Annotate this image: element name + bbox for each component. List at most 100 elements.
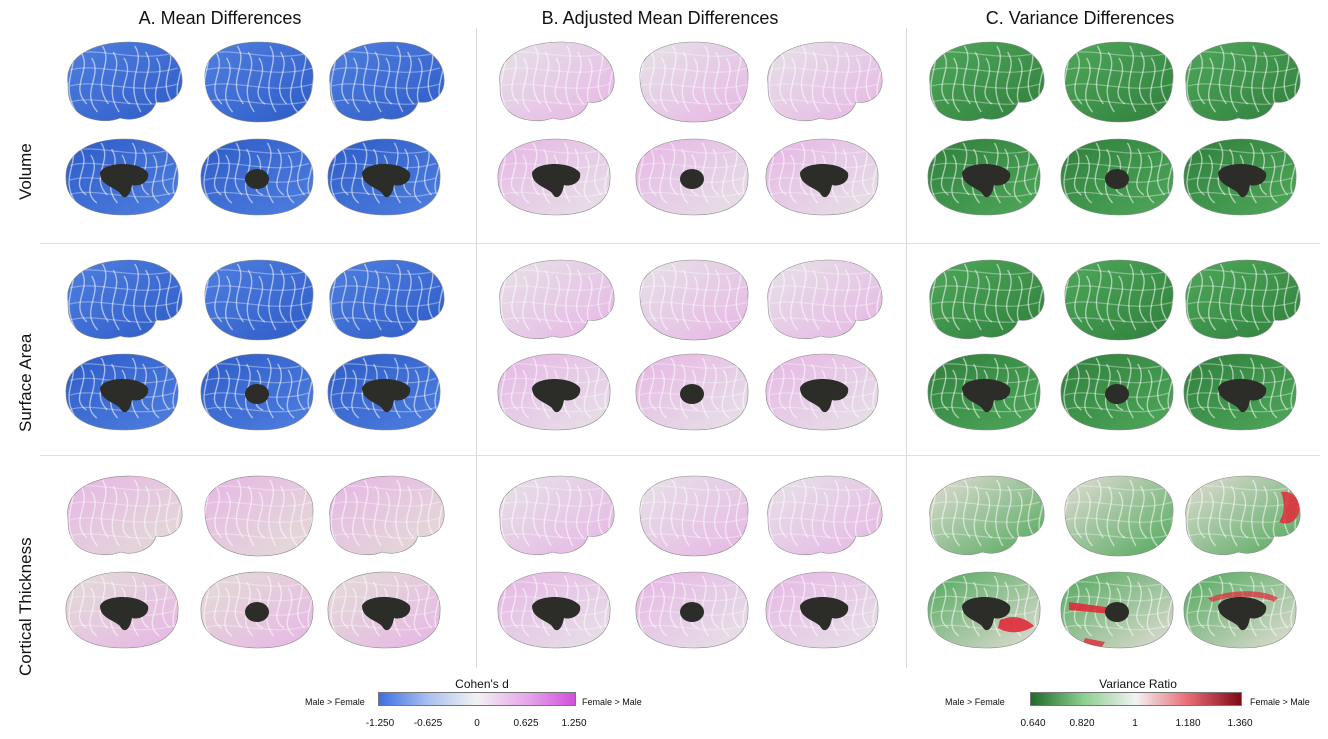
brain-lateral-view — [639, 475, 749, 557]
legend-tick: 0 — [474, 718, 480, 729]
brain-lateral-view — [929, 259, 1045, 339]
brain-medial-view — [200, 138, 314, 216]
brain-medial-view — [65, 353, 179, 431]
legend-title: Cohen's d — [455, 677, 509, 691]
brain-lateral-view — [1064, 41, 1174, 123]
row-label-cortical-thickness: Cortical Thickness — [16, 537, 35, 676]
brain-lateral-view — [1064, 259, 1174, 341]
column-divider — [906, 28, 907, 668]
midline-cut — [962, 597, 1011, 631]
cortex-surface — [639, 475, 749, 557]
midline-cut — [1218, 597, 1267, 631]
brain-medial-view — [327, 571, 441, 649]
row-divider — [40, 455, 1320, 456]
brain-medial-view — [1183, 138, 1297, 216]
cortex-surface — [204, 41, 314, 123]
midline-cut — [245, 602, 269, 622]
midline-cut — [532, 379, 581, 413]
brain-medial-view — [1183, 353, 1297, 431]
brain-lateral-view — [204, 475, 314, 557]
legend-tick: 1.180 — [1175, 718, 1201, 729]
brain-medial-view — [497, 353, 611, 431]
brain-lateral-view — [499, 259, 615, 339]
brain-medial-view — [635, 138, 749, 216]
midline-cut — [362, 379, 411, 413]
brain-lateral-view — [67, 259, 183, 339]
legend-tick: 1 — [1132, 718, 1138, 729]
midline-cut — [1218, 164, 1267, 198]
brain-medial-view — [65, 571, 179, 649]
brain-medial-view — [765, 353, 879, 431]
brain-lateral-view — [767, 259, 883, 339]
midline-cut — [245, 169, 269, 189]
brain-medial-view — [1060, 571, 1174, 649]
legend-tick: 1.250 — [561, 718, 587, 729]
cortex-surface — [1064, 41, 1174, 123]
midline-cut — [800, 379, 849, 413]
brain-lateral-view — [1185, 475, 1301, 555]
brain-lateral-view — [329, 259, 445, 339]
brain-lateral-view — [929, 41, 1045, 121]
brain-medial-view — [927, 571, 1041, 649]
column-divider — [476, 28, 477, 668]
brain-medial-view — [927, 353, 1041, 431]
column-title-variance-differences: C. Variance Differences — [985, 8, 1175, 28]
cortex-surface — [204, 259, 314, 341]
legend-tick: -1.250 — [365, 718, 395, 729]
brain-medial-view — [327, 353, 441, 431]
legend-tick: 0.625 — [513, 718, 539, 729]
brain-lateral-view — [329, 41, 445, 121]
legend-tick: 0.640 — [1020, 718, 1046, 729]
brain-medial-view — [927, 138, 1041, 216]
brain-medial-view — [635, 571, 749, 649]
legend-tick: 1.360 — [1227, 718, 1253, 729]
midline-cut — [680, 169, 704, 189]
midline-cut — [362, 164, 411, 198]
brain-lateral-view — [499, 475, 615, 555]
midline-cut — [100, 379, 149, 413]
brain-lateral-view — [639, 41, 749, 123]
brain-lateral-view — [1185, 41, 1301, 121]
brain-medial-view — [200, 571, 314, 649]
brain-lateral-view — [204, 41, 314, 123]
cortex-surface — [1064, 475, 1174, 557]
brain-lateral-view — [67, 475, 183, 555]
legend-title: Variance Ratio — [1099, 677, 1177, 691]
brain-lateral-view — [1185, 259, 1301, 339]
midline-cut — [1105, 169, 1129, 189]
brain-medial-view — [765, 138, 879, 216]
brain-lateral-view — [204, 259, 314, 341]
midline-cut — [100, 164, 149, 198]
brain-lateral-view — [639, 259, 749, 341]
midline-cut — [680, 384, 704, 404]
brain-medial-view — [497, 138, 611, 216]
brain-lateral-view — [1064, 475, 1174, 557]
cortex-surface — [639, 41, 749, 123]
midline-cut — [800, 164, 849, 198]
brain-medial-view — [635, 353, 749, 431]
cohens-d-colorbar — [378, 692, 576, 706]
legend-right-label: Female > Male — [1250, 697, 1310, 707]
midline-cut — [680, 602, 704, 622]
variance-ratio-colorbar — [1030, 692, 1242, 706]
brain-medial-view — [65, 138, 179, 216]
legend-tick: 0.820 — [1069, 718, 1095, 729]
legend-left-label: Male > Female — [945, 697, 1005, 707]
variance-highlight — [1279, 491, 1300, 524]
brain-medial-view — [765, 571, 879, 649]
brain-medial-view — [1060, 353, 1174, 431]
brain-lateral-view — [499, 41, 615, 121]
midline-cut — [532, 164, 581, 198]
midline-cut — [1105, 384, 1129, 404]
midline-cut — [362, 597, 411, 631]
midline-cut — [962, 379, 1011, 413]
brain-medial-view — [1183, 571, 1297, 649]
midline-cut — [245, 384, 269, 404]
midline-cut — [1218, 379, 1267, 413]
column-title-adjusted-mean-differences: B. Adjusted Mean Differences — [541, 8, 779, 28]
cortex-surface — [1064, 259, 1174, 341]
column-title-mean-differences: A. Mean Differences — [138, 8, 302, 28]
legend-right-label: Female > Male — [582, 697, 642, 707]
brain-lateral-view — [929, 475, 1045, 555]
brain-medial-view — [497, 571, 611, 649]
